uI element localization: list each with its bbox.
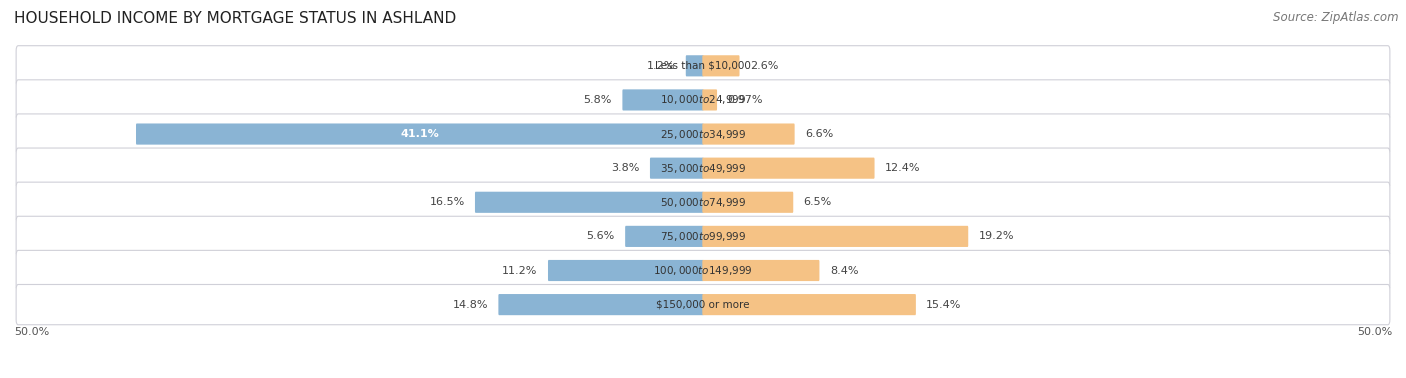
Text: 3.8%: 3.8% xyxy=(612,163,640,173)
Text: 2.6%: 2.6% xyxy=(749,61,779,71)
FancyBboxPatch shape xyxy=(15,250,1391,291)
FancyBboxPatch shape xyxy=(703,226,969,247)
Text: 19.2%: 19.2% xyxy=(979,231,1014,242)
Text: 12.4%: 12.4% xyxy=(884,163,921,173)
Text: 50.0%: 50.0% xyxy=(14,327,49,337)
Text: 6.6%: 6.6% xyxy=(806,129,834,139)
Text: $50,000 to $74,999: $50,000 to $74,999 xyxy=(659,196,747,209)
Text: 16.5%: 16.5% xyxy=(429,197,464,207)
FancyBboxPatch shape xyxy=(15,182,1391,222)
FancyBboxPatch shape xyxy=(136,124,703,145)
FancyBboxPatch shape xyxy=(15,114,1391,154)
Text: $150,000 or more: $150,000 or more xyxy=(657,300,749,310)
Text: 11.2%: 11.2% xyxy=(502,265,537,276)
Text: 15.4%: 15.4% xyxy=(927,300,962,310)
Text: 8.4%: 8.4% xyxy=(830,265,858,276)
Text: 5.8%: 5.8% xyxy=(583,95,612,105)
FancyBboxPatch shape xyxy=(686,55,703,76)
FancyBboxPatch shape xyxy=(475,192,703,213)
FancyBboxPatch shape xyxy=(548,260,703,281)
FancyBboxPatch shape xyxy=(15,80,1391,120)
Text: 50.0%: 50.0% xyxy=(1357,327,1392,337)
FancyBboxPatch shape xyxy=(703,89,717,110)
FancyBboxPatch shape xyxy=(703,55,740,76)
Text: Less than $10,000: Less than $10,000 xyxy=(655,61,751,71)
FancyBboxPatch shape xyxy=(15,46,1391,86)
Text: Source: ZipAtlas.com: Source: ZipAtlas.com xyxy=(1274,11,1399,24)
Text: $10,000 to $24,999: $10,000 to $24,999 xyxy=(659,93,747,107)
FancyBboxPatch shape xyxy=(650,158,703,179)
Text: HOUSEHOLD INCOME BY MORTGAGE STATUS IN ASHLAND: HOUSEHOLD INCOME BY MORTGAGE STATUS IN A… xyxy=(14,11,457,26)
FancyBboxPatch shape xyxy=(15,285,1391,325)
Text: 0.97%: 0.97% xyxy=(727,95,763,105)
Text: $75,000 to $99,999: $75,000 to $99,999 xyxy=(659,230,747,243)
FancyBboxPatch shape xyxy=(703,260,820,281)
Text: 5.6%: 5.6% xyxy=(586,231,614,242)
FancyBboxPatch shape xyxy=(703,294,915,315)
Text: 41.1%: 41.1% xyxy=(401,129,439,139)
Text: 14.8%: 14.8% xyxy=(453,300,488,310)
FancyBboxPatch shape xyxy=(703,124,794,145)
FancyBboxPatch shape xyxy=(623,89,703,110)
Text: 1.2%: 1.2% xyxy=(647,61,675,71)
FancyBboxPatch shape xyxy=(626,226,703,247)
FancyBboxPatch shape xyxy=(15,148,1391,188)
Text: $25,000 to $34,999: $25,000 to $34,999 xyxy=(659,127,747,141)
FancyBboxPatch shape xyxy=(703,192,793,213)
FancyBboxPatch shape xyxy=(703,158,875,179)
FancyBboxPatch shape xyxy=(15,216,1391,257)
Text: $35,000 to $49,999: $35,000 to $49,999 xyxy=(659,162,747,175)
Text: 6.5%: 6.5% xyxy=(804,197,832,207)
Text: $100,000 to $149,999: $100,000 to $149,999 xyxy=(654,264,752,277)
FancyBboxPatch shape xyxy=(498,294,703,315)
